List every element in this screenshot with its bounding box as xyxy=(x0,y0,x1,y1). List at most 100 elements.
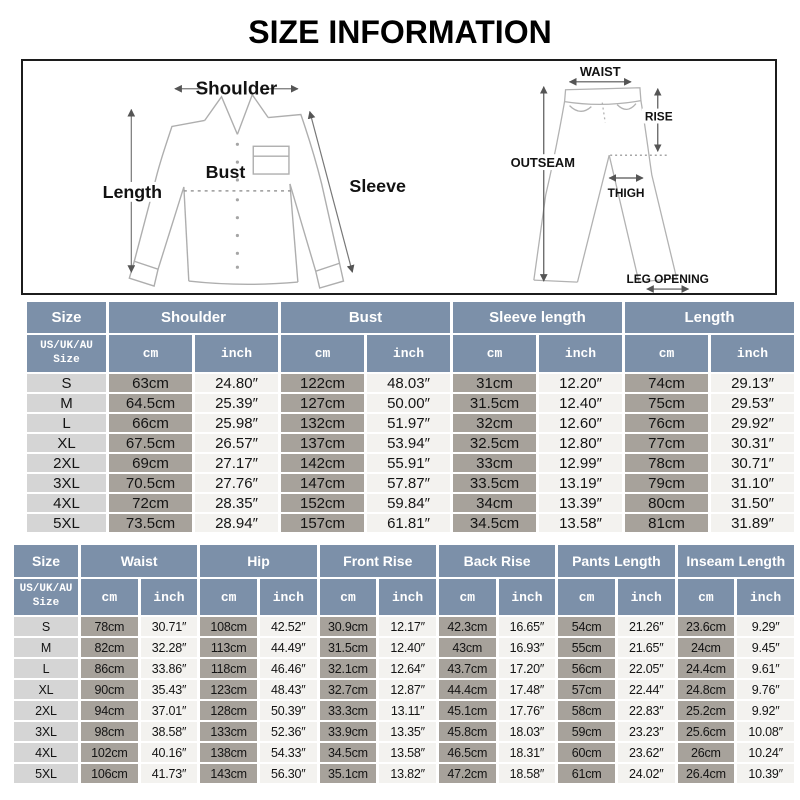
inch-value: 30.71″ xyxy=(711,454,794,472)
cm-value: 81cm xyxy=(625,514,708,532)
inch-value: 59.84″ xyxy=(367,494,450,512)
size-row-XL: XL 67.5cm 26.57″ 137cm 53.94″ 32.5cm 12.80″ 77c… xyxy=(27,434,794,452)
inch-value: 33.86″ xyxy=(140,659,198,678)
inch-value: 28.35″ xyxy=(195,494,278,512)
cm-value: 32.5cm xyxy=(453,434,536,452)
cm-value: 24.8cm xyxy=(677,680,735,699)
size-cell: XL xyxy=(14,680,78,699)
size-cell: L xyxy=(27,414,106,432)
size-row-4XL: 4XL 102cm 40.16″ 138cm 54.33″ 34.5cm 13.58″ 46.… xyxy=(14,743,794,762)
inch-value: 57.87″ xyxy=(367,474,450,492)
cm-value: 132cm xyxy=(281,414,364,432)
size-subheader: US/UK/AU Size xyxy=(27,335,106,372)
bottoms-size-table: Size Waist Hip Front Rise Back Rise Pants Len… xyxy=(11,543,797,785)
inch-value: 29.53″ xyxy=(711,394,794,412)
inch-value: 16.65″ xyxy=(498,617,556,636)
inch-value: 46.46″ xyxy=(259,659,317,678)
inch-value: 28.94″ xyxy=(195,514,278,532)
inch-value: 12.99″ xyxy=(539,454,622,472)
inch-subheader: inch xyxy=(737,579,794,615)
inch-value: 13.35″ xyxy=(379,722,436,741)
size-row-S: S 63cm 24.80″ 122cm 48.03″ 31cm 12.20″ 74cm 29.1… xyxy=(27,374,794,392)
size-row-L: L 86cm 33.86″ 118cm 46.46″ 32.1cm 12.64″ 43.7cm… xyxy=(14,659,794,678)
cm-value: 123cm xyxy=(200,680,257,699)
length-label: Length xyxy=(103,182,162,202)
size-row-3XL: 3XL 98cm 38.58″ 133cm 52.36″ 33.9cm 13.35″ 45.8… xyxy=(14,722,794,741)
inch-value: 9.61″ xyxy=(737,659,794,678)
inch-value: 12.87″ xyxy=(379,680,436,699)
cm-value: 152cm xyxy=(281,494,364,512)
inch-value: 35.43″ xyxy=(140,680,198,699)
size-cell: XL xyxy=(27,434,106,452)
cm-value: 69cm xyxy=(109,454,192,472)
inch-subheader: inch xyxy=(617,579,675,615)
inch-value: 44.49″ xyxy=(259,638,317,657)
cm-value: 90cm xyxy=(81,680,138,699)
cm-value: 31cm xyxy=(453,374,536,392)
cm-subheader: cm xyxy=(281,335,364,372)
inch-value: 31.10″ xyxy=(711,474,794,492)
inch-value: 37.01″ xyxy=(140,701,198,720)
outseam-label-backing xyxy=(509,154,577,171)
size-cell: M xyxy=(14,638,78,657)
size-row-M: M 82cm 32.28″ 113cm 44.49″ 31.5cm 12.40″ 43cm 16… xyxy=(14,638,794,657)
size-row-XL: XL 90cm 35.43″ 123cm 48.43″ 32.7cm 12.87″ 44.4c… xyxy=(14,680,794,699)
measurement-diagram-box: Shoulder Length Bust Sleeve WA xyxy=(21,59,777,295)
inch-value: 9.76″ xyxy=(737,680,794,699)
cm-value: 106cm xyxy=(81,764,138,783)
cm-value: 75cm xyxy=(625,394,708,412)
inch-value: 18.31″ xyxy=(498,743,556,762)
cm-value: 118cm xyxy=(200,659,257,678)
cm-value: 74cm xyxy=(625,374,708,392)
cm-value: 122cm xyxy=(281,374,364,392)
size-row-L: L 66cm 25.98″ 132cm 51.97″ 32cm 12.60″ 76cm 29.9… xyxy=(27,414,794,432)
bust-label: Bust xyxy=(206,162,246,182)
cm-value: 78cm xyxy=(625,454,708,472)
size-row-5XL: 5XL 73.5cm 28.94″ 157cm 61.81″ 34.5cm 13.58″ 81… xyxy=(27,514,794,532)
cm-value: 80cm xyxy=(625,494,708,512)
cm-value: 25.6cm xyxy=(677,722,735,741)
inch-subheader: inch xyxy=(539,335,622,372)
inch-value: 54.33″ xyxy=(259,743,317,762)
inch-value: 13.19″ xyxy=(539,474,622,492)
cm-value: 43cm xyxy=(438,638,496,657)
cm-value: 142cm xyxy=(281,454,364,472)
cm-value: 54cm xyxy=(558,617,615,636)
cm-value: 143cm xyxy=(200,764,257,783)
cm-subheader: cm xyxy=(319,579,377,615)
cm-value: 34.5cm xyxy=(453,514,536,532)
group-header: Hip xyxy=(200,545,317,577)
shirt-buttons xyxy=(235,142,239,269)
inch-value: 23.23″ xyxy=(617,722,675,741)
cm-value: 127cm xyxy=(281,394,364,412)
size-row-S: S 78cm 30.71″ 108cm 42.52″ 30.9cm 12.17″ 42.3cm… xyxy=(14,617,794,636)
size-cell: S xyxy=(14,617,78,636)
inch-value: 12.80″ xyxy=(539,434,622,452)
cm-value: 77cm xyxy=(625,434,708,452)
inch-value: 12.40″ xyxy=(539,394,622,412)
inch-value: 10.08″ xyxy=(737,722,794,741)
group-header: Bust xyxy=(281,302,450,333)
inch-subheader: inch xyxy=(195,335,278,372)
inch-value: 24.80″ xyxy=(195,374,278,392)
cm-value: 76cm xyxy=(625,414,708,432)
cm-value: 31.5cm xyxy=(453,394,536,412)
inch-value: 10.24″ xyxy=(737,743,794,762)
cm-value: 55cm xyxy=(558,638,615,657)
inch-value: 21.65″ xyxy=(617,638,675,657)
inch-value: 55.91″ xyxy=(367,454,450,472)
cm-subheader: cm xyxy=(677,579,735,615)
group-header: Length xyxy=(625,302,794,333)
measurement-diagrams: Shoulder Length Bust Sleeve WA xyxy=(103,64,709,293)
cm-value: 147cm xyxy=(281,474,364,492)
cm-value: 46.5cm xyxy=(438,743,496,762)
inch-value: 41.73″ xyxy=(140,764,198,783)
inch-value: 52.36″ xyxy=(259,722,317,741)
cm-value: 32.1cm xyxy=(319,659,377,678)
cm-value: 157cm xyxy=(281,514,364,532)
cm-value: 35.1cm xyxy=(319,764,377,783)
group-header: Front Rise xyxy=(319,545,436,577)
cm-value: 102cm xyxy=(81,743,138,762)
cm-value: 61cm xyxy=(558,764,615,783)
size-cell: M xyxy=(27,394,106,412)
